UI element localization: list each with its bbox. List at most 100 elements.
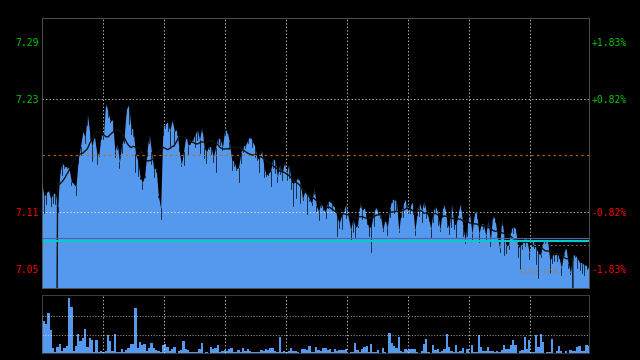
Bar [66,346,68,353]
Bar [556,351,558,353]
Bar [326,350,329,353]
Bar [258,352,260,353]
Bar [267,350,269,353]
Bar [43,321,45,353]
Bar [221,351,223,353]
Bar [178,351,180,353]
Bar [370,344,372,353]
Bar [586,345,588,353]
Bar [274,351,276,353]
Bar [400,351,402,353]
Bar [265,349,267,353]
Bar [455,345,457,353]
Bar [372,352,375,353]
Bar [102,352,104,353]
Bar [361,349,364,353]
Bar [294,351,297,353]
Bar [526,349,528,353]
Bar [393,346,396,353]
Bar [409,349,412,353]
Bar [535,335,538,353]
Bar [191,352,194,353]
Bar [404,349,407,353]
Bar [352,352,354,353]
Bar [141,345,143,353]
Bar [111,351,114,353]
Bar [580,351,583,353]
Bar [484,351,487,353]
Bar [278,337,281,353]
Bar [72,351,75,353]
Bar [201,343,203,353]
Bar [262,351,265,353]
Bar [358,352,361,353]
Bar [538,347,540,353]
Bar [104,351,107,353]
Bar [288,351,290,353]
Bar [306,350,308,353]
Bar [540,334,542,353]
Bar [416,352,418,353]
Bar [473,352,476,353]
Bar [402,352,404,353]
Bar [576,347,579,353]
Bar [45,324,47,353]
Bar [93,352,95,353]
Bar [505,349,508,353]
Bar [214,347,217,353]
Bar [159,352,162,353]
Bar [100,351,102,353]
Bar [588,346,590,353]
Bar [304,348,306,353]
Bar [329,349,332,353]
Bar [435,350,436,353]
Bar [515,345,516,353]
Bar [164,345,166,353]
Bar [521,350,524,353]
Bar [377,350,380,353]
Bar [413,349,416,353]
Bar [166,347,169,353]
Bar [230,348,233,353]
Bar [246,349,249,353]
Bar [558,346,560,353]
Bar [107,335,109,353]
Bar [210,347,212,353]
Bar [162,345,164,353]
Bar [233,352,235,353]
Bar [388,333,391,353]
Bar [155,350,157,353]
Bar [423,344,425,353]
Bar [467,350,468,353]
Bar [365,346,368,353]
Bar [476,352,477,353]
Bar [345,349,348,353]
Bar [148,348,150,353]
Bar [127,348,130,353]
Bar [340,350,342,353]
Bar [356,350,358,353]
Bar [349,352,352,353]
Bar [109,341,111,353]
Bar [260,350,262,353]
Bar [500,350,503,353]
Bar [114,334,116,353]
Bar [441,351,444,353]
Bar [157,351,159,353]
Bar [332,352,333,353]
Bar [420,351,423,353]
Bar [317,350,320,353]
Bar [548,352,551,353]
Bar [333,349,336,353]
Bar [116,352,118,353]
Bar [68,298,70,353]
Bar [480,347,483,353]
Bar [444,349,445,353]
Bar [139,342,141,353]
Bar [412,349,413,353]
Bar [198,349,201,353]
Bar [528,339,531,353]
Bar [249,351,251,353]
Bar [132,344,134,353]
Bar [239,352,242,353]
